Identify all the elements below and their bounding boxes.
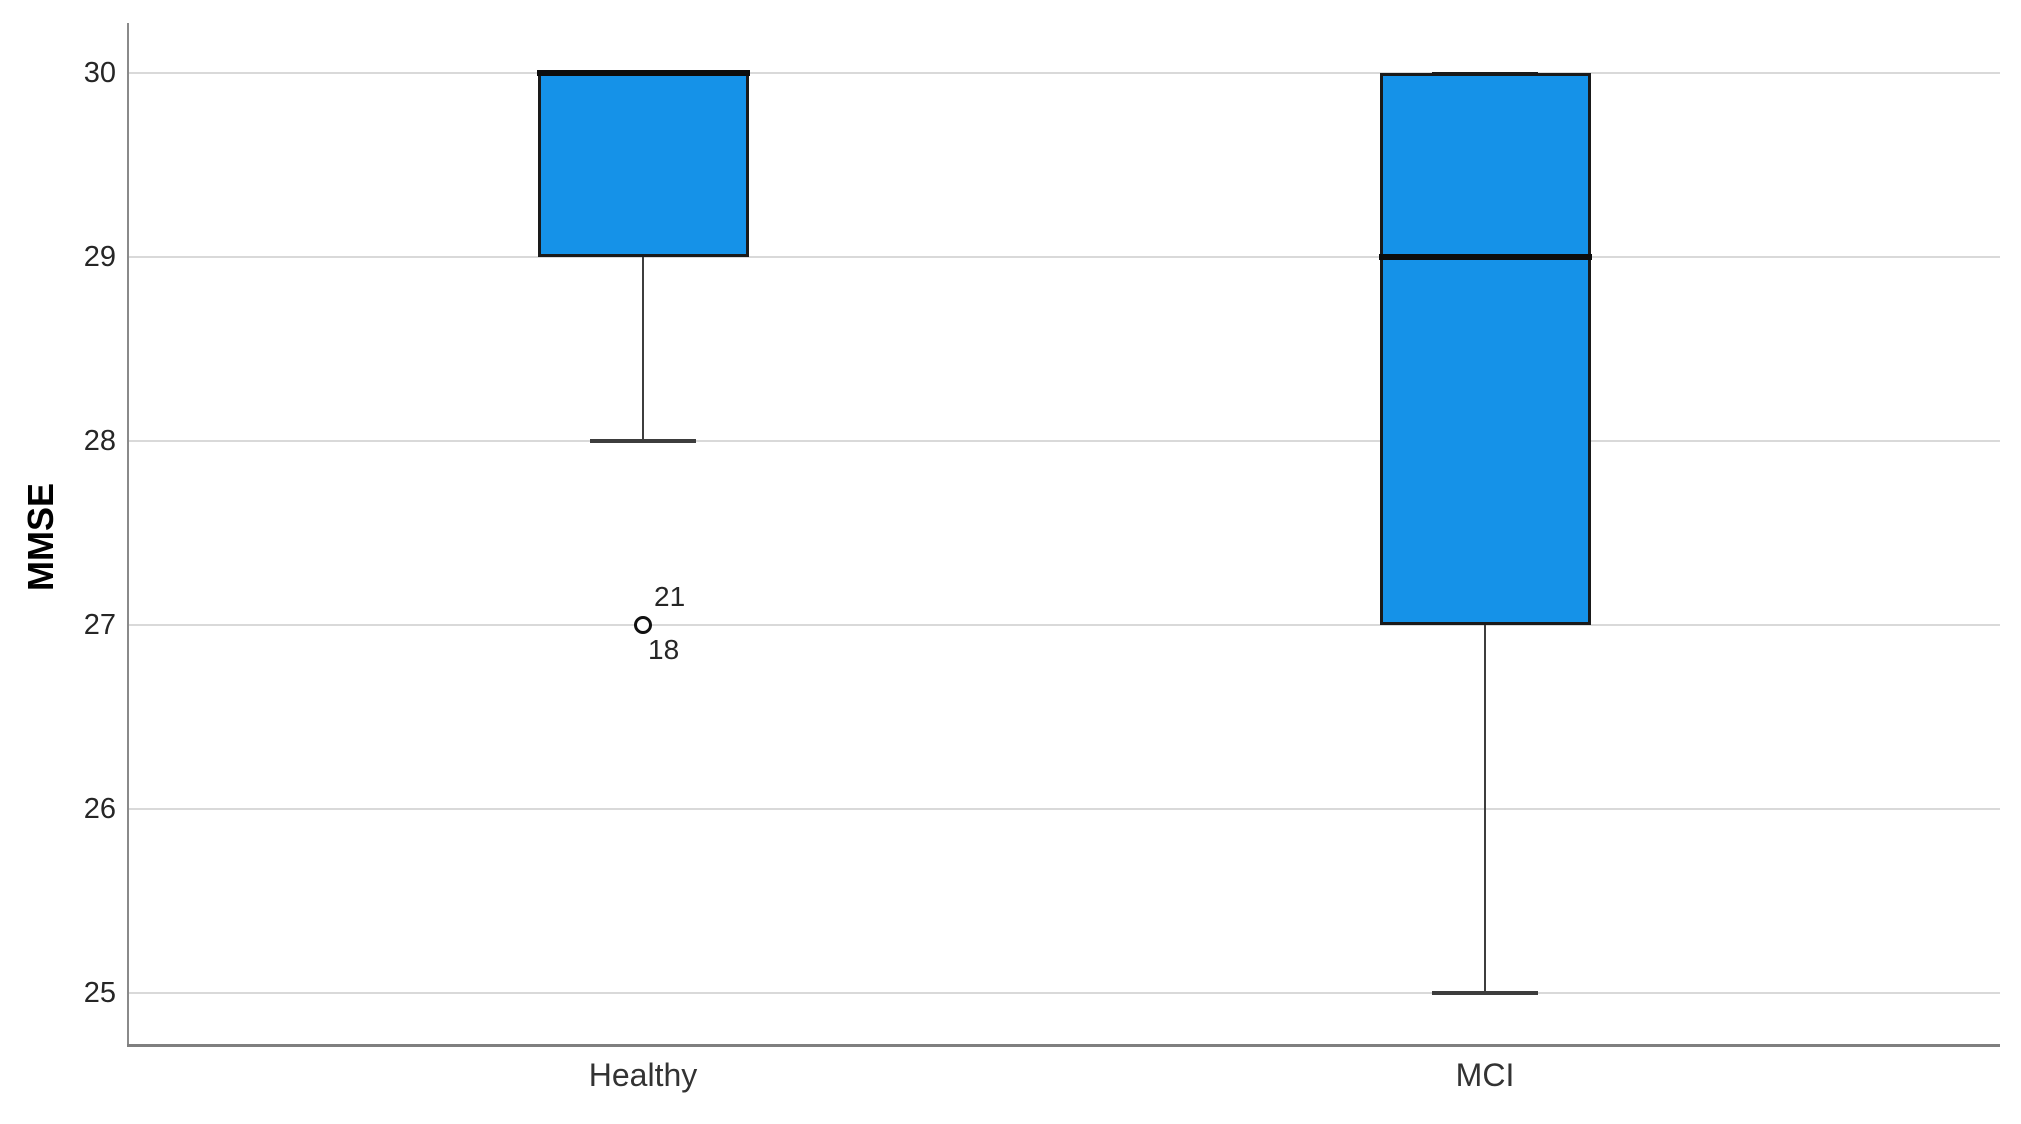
y-tick-label: 28 (83, 425, 116, 457)
y-tick-label: 29 (83, 241, 116, 273)
whisker-cap-mci (1432, 991, 1538, 995)
gridline (128, 992, 2000, 994)
whisker-line-healthy (642, 257, 644, 441)
whisker-cap-healthy (590, 439, 696, 443)
y-tick-label: 27 (83, 609, 116, 641)
y-tick-label: 25 (83, 977, 116, 1009)
boxplot-box-mci (1379, 73, 1591, 625)
x-axis-line (127, 1044, 2000, 1047)
outlier-marker-healthy (634, 616, 652, 634)
gridline (128, 256, 2000, 258)
outlier-label: 21 (654, 581, 686, 612)
y-tick-label: 26 (83, 793, 116, 825)
x-category-label-mci: MCI (1455, 1057, 1515, 1093)
x-category-label-healthy: Healthy (588, 1057, 698, 1093)
gridline (128, 440, 2000, 442)
gridline (128, 808, 2000, 810)
y-axis-line (127, 23, 129, 1044)
outlier-label: 18 (648, 634, 680, 665)
gridline (128, 72, 2000, 74)
whisker-cap-mci (1432, 72, 1538, 76)
whisker-line-mci (1484, 625, 1486, 993)
gridline (128, 624, 2000, 626)
median-line-healthy (536, 70, 750, 76)
boxplot-box-healthy (537, 73, 749, 257)
median-line-mci (1378, 254, 1592, 260)
y-tick-label: 30 (83, 57, 116, 89)
